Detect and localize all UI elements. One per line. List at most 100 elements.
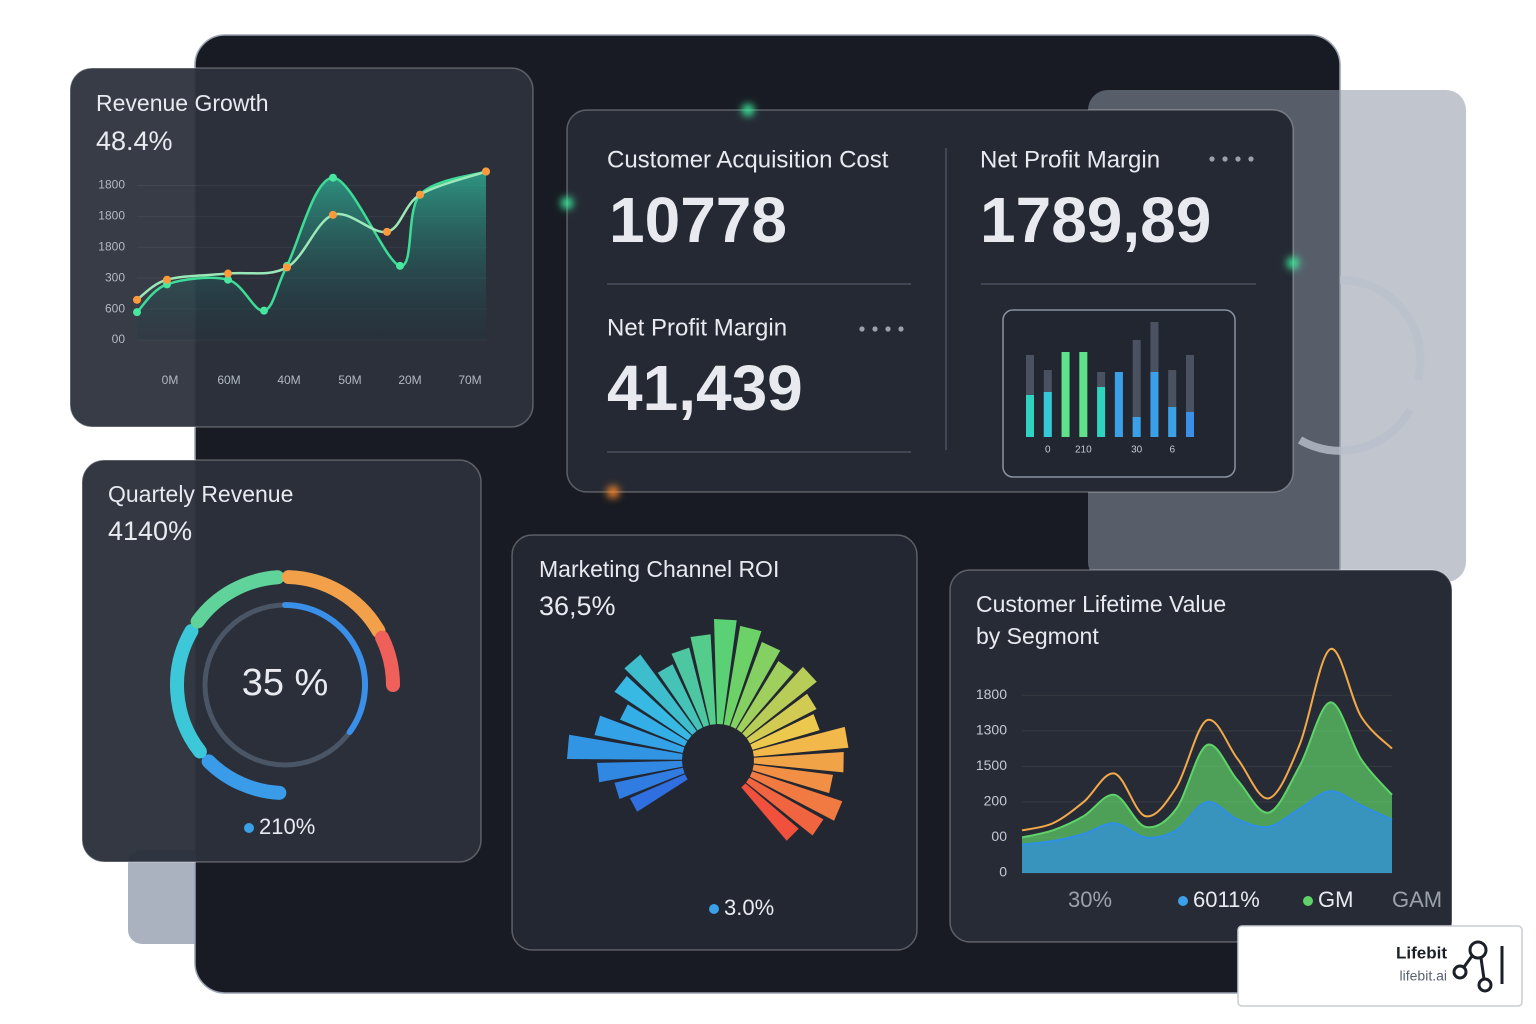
point [224, 269, 232, 278]
line [1021, 648, 1393, 832]
x-tick-label: 0 [1045, 445, 1051, 456]
point [133, 308, 141, 317]
legend-dot [244, 823, 254, 833]
point [482, 167, 490, 176]
y-tick-label: 1300 [976, 722, 1007, 738]
dot [898, 326, 904, 332]
logo-url: lifebit.ai [1400, 968, 1447, 984]
radial-bar [614, 767, 685, 800]
gauge-ring-segment [190, 570, 285, 629]
panel-title: Marketing Channel ROI [539, 556, 779, 582]
gauge-ring-segment [281, 570, 386, 638]
x-tick-label: 20M [398, 373, 421, 387]
legend-label: 3.0% [724, 895, 774, 920]
y-tick-label: 300 [105, 270, 125, 284]
panel-title: Quartely Revenue [108, 481, 293, 507]
x-tick-label: 40M [277, 373, 300, 387]
point [224, 275, 232, 284]
logo-icon [1452, 940, 1504, 993]
radial-bar [619, 704, 688, 747]
radial-bar [690, 634, 716, 725]
kpi-label: Net Profit Margin [607, 314, 787, 341]
radial-bar [629, 774, 688, 812]
menu-dots[interactable] [859, 326, 904, 332]
legend-label: 30% [1068, 887, 1112, 912]
bar [1079, 352, 1088, 437]
point [283, 263, 291, 272]
radial-bar [742, 666, 817, 738]
glow [742, 104, 754, 116]
logo-node [1452, 964, 1468, 980]
x-tick-label: 30 [1131, 445, 1143, 456]
panel [81, 459, 482, 863]
radial-bar [567, 734, 683, 760]
radial-bar [594, 715, 685, 753]
line [1021, 790, 1393, 846]
bar [1132, 340, 1141, 437]
x-tick-label: 70M [458, 373, 481, 387]
radial-bar [723, 625, 762, 726]
x-tick-label: 6 [1169, 445, 1175, 456]
bar [1186, 355, 1194, 437]
point [260, 306, 268, 315]
legend-dot [1178, 896, 1188, 906]
y-tick-label: 1800 [98, 209, 125, 223]
legend-dot [709, 904, 719, 914]
logo-link [1479, 957, 1486, 980]
radial-bar [750, 714, 820, 750]
y-tick-label: 1800 [98, 178, 125, 192]
y-tick-label: 00 [991, 828, 1007, 844]
radial-bar [657, 664, 703, 731]
legend-label: 210% [259, 814, 315, 839]
radial-bar [714, 619, 737, 725]
logo-node [1468, 940, 1488, 960]
radial-bar [753, 752, 844, 773]
y-tick-label: 200 [984, 793, 1008, 809]
panel-title: Revenue Growth [96, 90, 269, 116]
dot [1248, 156, 1254, 162]
glow [561, 197, 573, 209]
glow [1287, 257, 1299, 269]
radial-bar [730, 641, 781, 729]
dot [859, 326, 865, 332]
radial-bar [741, 783, 799, 841]
point [133, 295, 141, 304]
dot [885, 326, 891, 332]
area [1022, 791, 1392, 873]
bar [1114, 372, 1123, 437]
panel-value: 48.4% [96, 126, 173, 156]
y-tick-label: 00 [112, 332, 126, 346]
decor-arc [1297, 407, 1414, 455]
glow-decor [561, 104, 1299, 498]
bar [1186, 412, 1194, 437]
kpi-value: 41,439 [607, 352, 803, 424]
legend-label: 6011% [1193, 887, 1260, 912]
radial-bar [624, 654, 697, 735]
panel-title: Customer Lifetime Value [976, 591, 1226, 617]
gauge-ring-segment [375, 630, 400, 692]
logo-name: Lifebit [1396, 943, 1447, 962]
y-tick-label: 1500 [976, 757, 1007, 773]
menu-dots[interactable] [1209, 156, 1254, 162]
decor-ring [1297, 275, 1425, 455]
logo-card[interactable] [1237, 925, 1523, 1007]
decor-arc [1339, 275, 1425, 381]
x-tick-label: 210 [1075, 445, 1092, 456]
logo-node [1477, 977, 1493, 993]
logo-link [1462, 955, 1474, 968]
point [329, 210, 337, 219]
bar [1097, 387, 1106, 437]
point [383, 227, 391, 236]
gauge-arc [282, 602, 368, 736]
x-tick-label: 0M [162, 373, 179, 387]
kpi-value: 10778 [609, 184, 787, 256]
kpi-label: Customer Acquisition Cost [607, 146, 889, 173]
bar [1168, 370, 1177, 437]
glow [607, 486, 619, 498]
bar [1026, 395, 1034, 437]
legend-label: GAM [1392, 887, 1442, 912]
point [329, 173, 337, 182]
y-tick-label: 0 [999, 864, 1007, 880]
radial-bar [749, 771, 843, 821]
bar [1150, 372, 1159, 437]
